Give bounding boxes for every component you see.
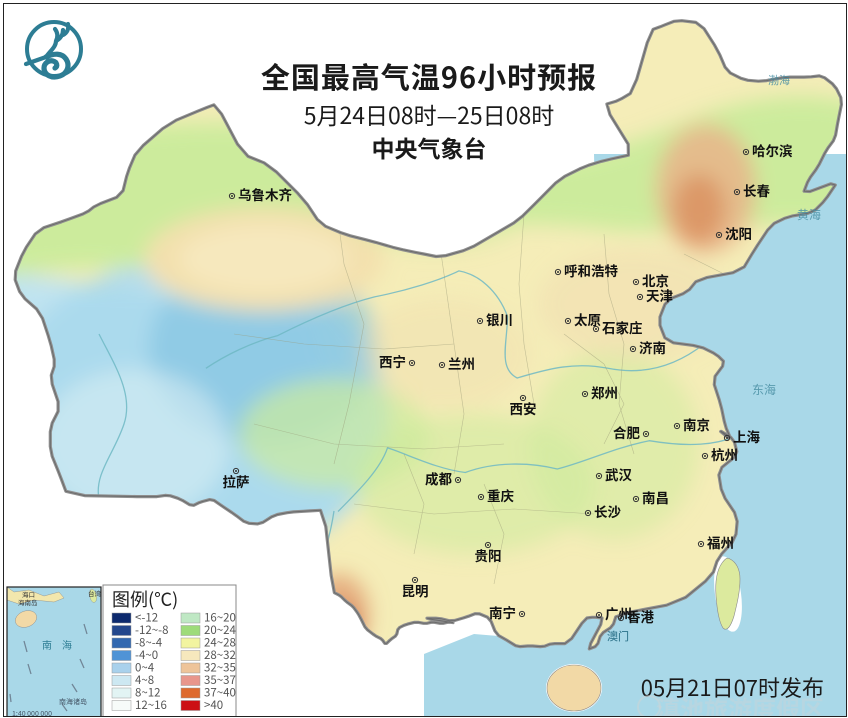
- svg-text:澳门: 澳门: [607, 628, 629, 644]
- svg-text:银川: 银川: [486, 309, 513, 329]
- svg-text:石家庄: 石家庄: [602, 317, 643, 337]
- svg-text:东海: 东海: [752, 381, 776, 398]
- svg-text:哈尔滨: 哈尔滨: [752, 140, 793, 160]
- svg-text:滇池旅游度假区: 滇池旅游度假区: [656, 690, 824, 717]
- svg-text:沈阳: 沈阳: [725, 223, 752, 243]
- svg-text:天津: 天津: [646, 285, 674, 305]
- svg-text:南 海: 南 海: [42, 637, 72, 652]
- svg-text:呼和浩特: 呼和浩特: [564, 260, 618, 280]
- svg-text:全国最高气温96小时预报: 全国最高气温96小时预报: [261, 55, 597, 97]
- svg-text:南海诸岛: 南海诸岛: [59, 697, 87, 707]
- svg-text:重庆: 重庆: [487, 485, 515, 505]
- svg-text:南昌: 南昌: [642, 487, 669, 507]
- svg-text:兰州: 兰州: [448, 353, 475, 373]
- svg-text:海南岛: 海南岛: [18, 597, 38, 607]
- svg-text:12~16: 12~16: [135, 697, 167, 713]
- svg-text:太原: 太原: [574, 309, 601, 329]
- svg-text:黄海: 黄海: [797, 206, 821, 223]
- svg-text:昆明: 昆明: [402, 580, 429, 600]
- svg-text:长沙: 长沙: [594, 501, 622, 521]
- svg-text:武汉: 武汉: [605, 464, 633, 484]
- svg-text:>40: >40: [204, 697, 223, 713]
- svg-text:中央气象台: 中央气象台: [372, 130, 487, 164]
- svg-text:南宁: 南宁: [489, 602, 516, 622]
- svg-text:1:40 000 000: 1:40 000 000: [12, 709, 52, 717]
- svg-text:济南: 济南: [639, 337, 666, 357]
- svg-text:上海: 上海: [733, 426, 761, 446]
- svg-text:图例(℃): 图例(℃): [112, 586, 178, 612]
- svg-text:5月24日08时—25日08时: 5月24日08时—25日08时: [304, 97, 554, 131]
- svg-text:西宁: 西宁: [379, 351, 406, 371]
- svg-text:南京: 南京: [683, 414, 710, 434]
- svg-text:福州: 福州: [707, 532, 734, 552]
- svg-text:合肥: 合肥: [613, 422, 641, 442]
- svg-text:郑州: 郑州: [591, 382, 618, 402]
- svg-text:长春: 长春: [743, 180, 771, 200]
- svg-text:渤海: 渤海: [768, 72, 790, 88]
- svg-text:成都: 成都: [425, 468, 452, 488]
- svg-text:拉萨: 拉萨: [223, 471, 250, 491]
- svg-text:香港: 香港: [627, 606, 655, 626]
- svg-text:西安: 西安: [510, 398, 537, 418]
- svg-text:杭州: 杭州: [711, 444, 738, 464]
- svg-text:贵阳: 贵阳: [475, 545, 502, 565]
- svg-text:乌鲁木齐: 乌鲁木齐: [238, 184, 292, 204]
